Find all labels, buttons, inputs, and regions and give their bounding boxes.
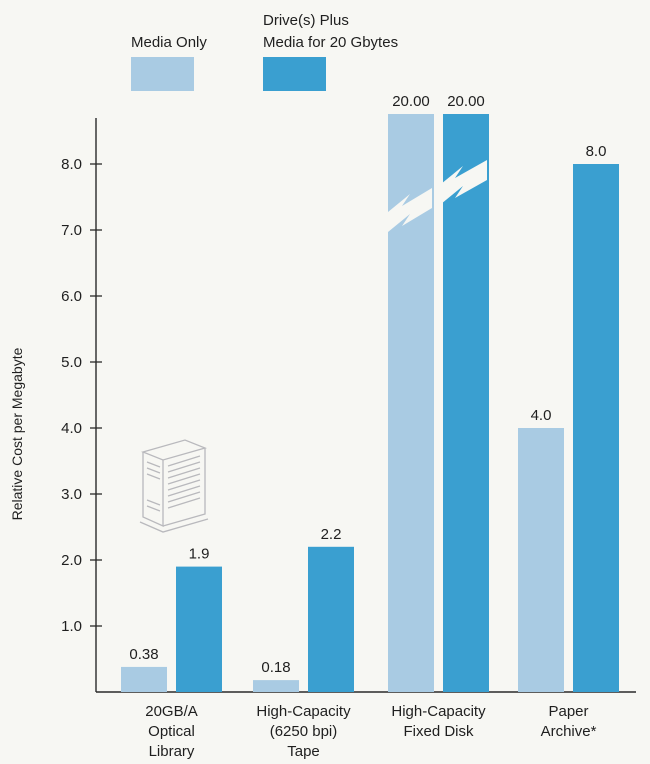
category-label-1-line2: Tape [287, 743, 320, 760]
legend-swatch-drive-plus-media [263, 57, 326, 91]
data-label-series0-cat3: 4.0 [531, 407, 552, 424]
category-label-3-line1: Archive* [541, 723, 597, 740]
data-label-series1-cat2: 20.00 [447, 93, 485, 110]
legend-label-drive-plus-media-line1: Drive(s) Plus [263, 12, 349, 29]
data-label-series0-cat1: 0.18 [261, 659, 290, 676]
bar-series0-cat0 [121, 666, 167, 692]
legend-label-drive-plus-media-line2: Media for 20 Gbytes [263, 34, 398, 51]
y-tick-label-1: 2.0 [61, 552, 82, 569]
data-label-series1-cat1: 2.2 [321, 526, 342, 543]
bar-series1-cat3 [573, 164, 619, 692]
category-label-0-line2: Library [149, 743, 195, 760]
y-tick-label-2: 3.0 [61, 486, 82, 503]
y-ticks: 1.0 2.0 3.0 4.0 5.0 6.0 7.0 8.0 [61, 156, 102, 635]
legend-label-media-only: Media Only [131, 34, 207, 51]
y-axis-label: Relative Cost per Megabyte [9, 347, 25, 520]
data-labels: 0.38 0.18 20.00 4.0 1.9 2.2 20.00 8.0 [129, 93, 606, 676]
category-label-2-line1: Fixed Disk [403, 723, 474, 740]
y-tick-label-6: 7.0 [61, 222, 82, 239]
data-label-series1-cat3: 8.0 [586, 143, 607, 160]
axis-break-marker [388, 160, 487, 232]
category-label-1-line1: (6250 bpi) [270, 723, 338, 740]
bars [121, 114, 619, 692]
category-label-3-line0: Paper [548, 703, 588, 720]
category-label-2-line0: High-Capacity [391, 703, 486, 720]
data-label-series1-cat0: 1.9 [189, 546, 210, 563]
y-tick-label-5: 6.0 [61, 288, 82, 305]
bar-series1-cat2 [443, 114, 489, 692]
y-tick-label-0: 1.0 [61, 618, 82, 635]
optical-library-cabinet-icon [139, 439, 209, 533]
y-tick-label-4: 5.0 [61, 354, 82, 371]
category-label-0-line0: 20GB/A [145, 703, 198, 720]
legend: Media Only Drive(s) Plus Media for 20 Gb… [131, 12, 398, 91]
category-label-1-line0: High-Capacity [256, 703, 351, 720]
bar-series0-cat1 [253, 680, 299, 692]
y-tick-label-7: 8.0 [61, 156, 82, 173]
y-tick-label-3: 4.0 [61, 420, 82, 437]
category-labels: 20GB/A Optical Library High-Capacity (6250 b… [145, 703, 596, 760]
data-label-series0-cat0: 0.38 [129, 646, 158, 663]
bar-series0-cat3 [518, 428, 564, 692]
data-label-series0-cat2: 20.00 [392, 93, 430, 110]
bar-series1-cat1 [308, 546, 354, 692]
category-label-0-line1: Optical [148, 723, 195, 740]
legend-swatch-media-only [131, 57, 194, 91]
bar-series1-cat0 [176, 566, 222, 692]
